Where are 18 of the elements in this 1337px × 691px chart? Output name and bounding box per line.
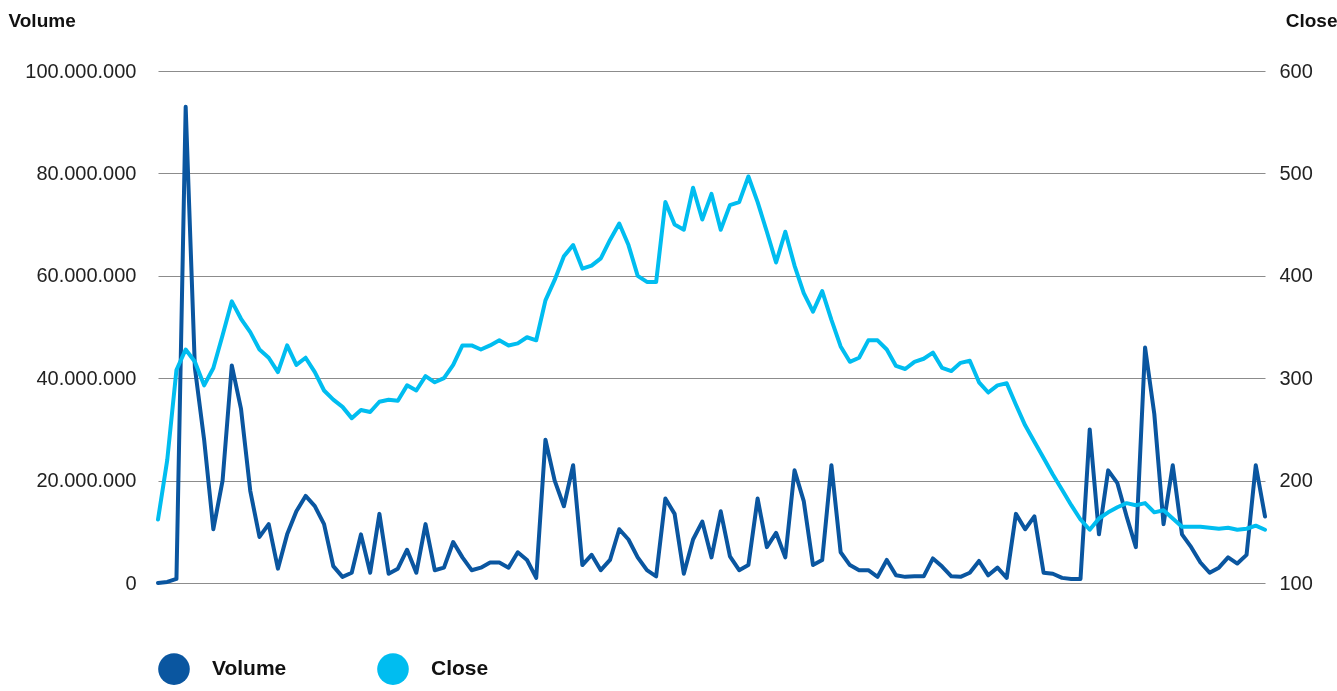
y-tick-label: 40.000.000 — [36, 366, 137, 389]
y2-tick-label: 100 — [1279, 571, 1313, 594]
line-series — [156, 104, 1267, 585]
y-tick-label: 100.000.000 — [25, 59, 137, 82]
y2-tick-label: 600 — [1279, 59, 1313, 82]
y-tick-label: 0 — [125, 571, 137, 594]
legend-label: Close — [431, 656, 489, 680]
y-axis-title: Volume — [8, 9, 76, 31]
y2-tick-label: 500 — [1279, 161, 1313, 184]
y-tick-label: 60.000.000 — [36, 264, 137, 287]
y2-tick-label: 200 — [1279, 469, 1313, 492]
y-tick-label: 20.000.000 — [36, 469, 137, 492]
legend-label: Volume — [212, 656, 287, 680]
y2-tick-label: 400 — [1279, 264, 1313, 287]
y-tick-label: 80.000.000 — [36, 161, 137, 184]
line-series — [156, 174, 1267, 532]
y2-tick-label: 300 — [1279, 366, 1313, 389]
y2-axis-title: Close — [1285, 9, 1337, 31]
